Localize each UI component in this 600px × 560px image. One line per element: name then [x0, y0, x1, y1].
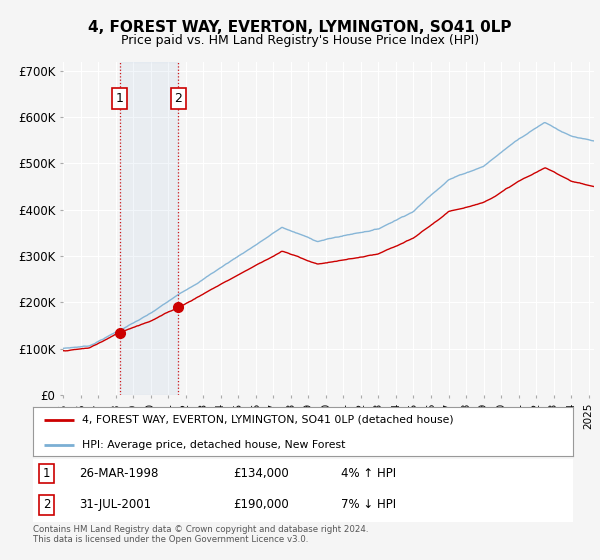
Text: 1: 1	[116, 92, 124, 105]
Text: 2: 2	[175, 92, 182, 105]
Text: Contains HM Land Registry data © Crown copyright and database right 2024.
This d: Contains HM Land Registry data © Crown c…	[33, 525, 368, 544]
Text: HPI: Average price, detached house, New Forest: HPI: Average price, detached house, New …	[82, 440, 345, 450]
Text: 4, FOREST WAY, EVERTON, LYMINGTON, SO41 0LP (detached house): 4, FOREST WAY, EVERTON, LYMINGTON, SO41 …	[82, 415, 453, 425]
Text: 1: 1	[43, 467, 50, 480]
Text: £134,000: £134,000	[233, 467, 289, 480]
Text: 7% ↓ HPI: 7% ↓ HPI	[341, 498, 396, 511]
Text: £190,000: £190,000	[233, 498, 289, 511]
Text: 26-MAR-1998: 26-MAR-1998	[79, 467, 158, 480]
Text: 2: 2	[43, 498, 50, 511]
Text: 4% ↑ HPI: 4% ↑ HPI	[341, 467, 396, 480]
Text: Price paid vs. HM Land Registry's House Price Index (HPI): Price paid vs. HM Land Registry's House …	[121, 34, 479, 46]
Text: 4, FOREST WAY, EVERTON, LYMINGTON, SO41 0LP: 4, FOREST WAY, EVERTON, LYMINGTON, SO41 …	[88, 20, 512, 35]
Text: 31-JUL-2001: 31-JUL-2001	[79, 498, 151, 511]
Bar	[119, 62, 178, 395]
